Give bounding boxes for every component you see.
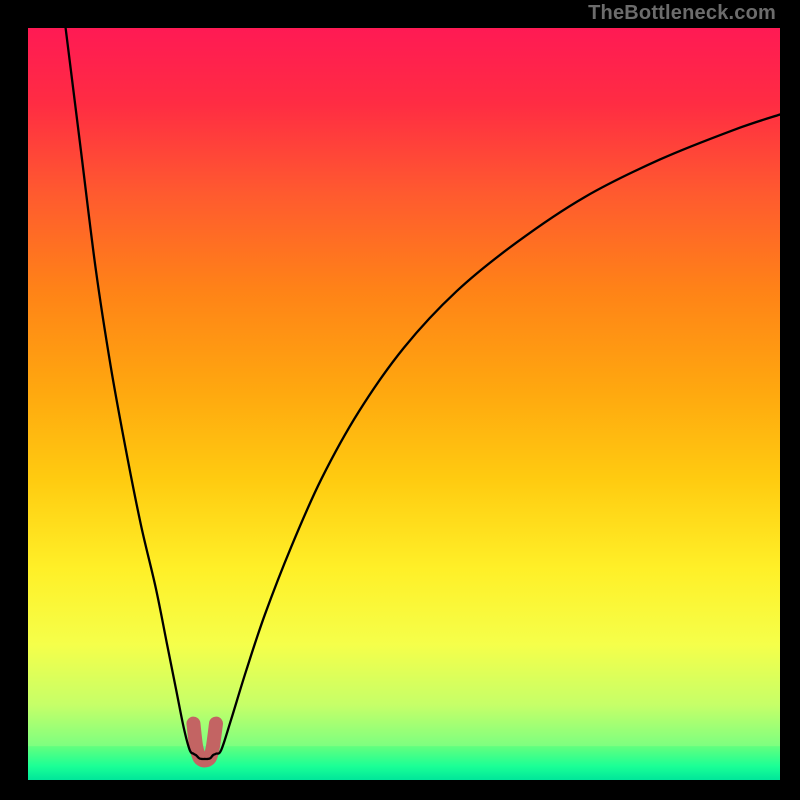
bottleneck-chart bbox=[0, 0, 800, 800]
plot-background bbox=[28, 28, 780, 780]
bottom-green-strip bbox=[28, 746, 780, 780]
chart-stage: TheBottleneck.com bbox=[0, 0, 800, 800]
source-watermark: TheBottleneck.com bbox=[588, 2, 776, 25]
